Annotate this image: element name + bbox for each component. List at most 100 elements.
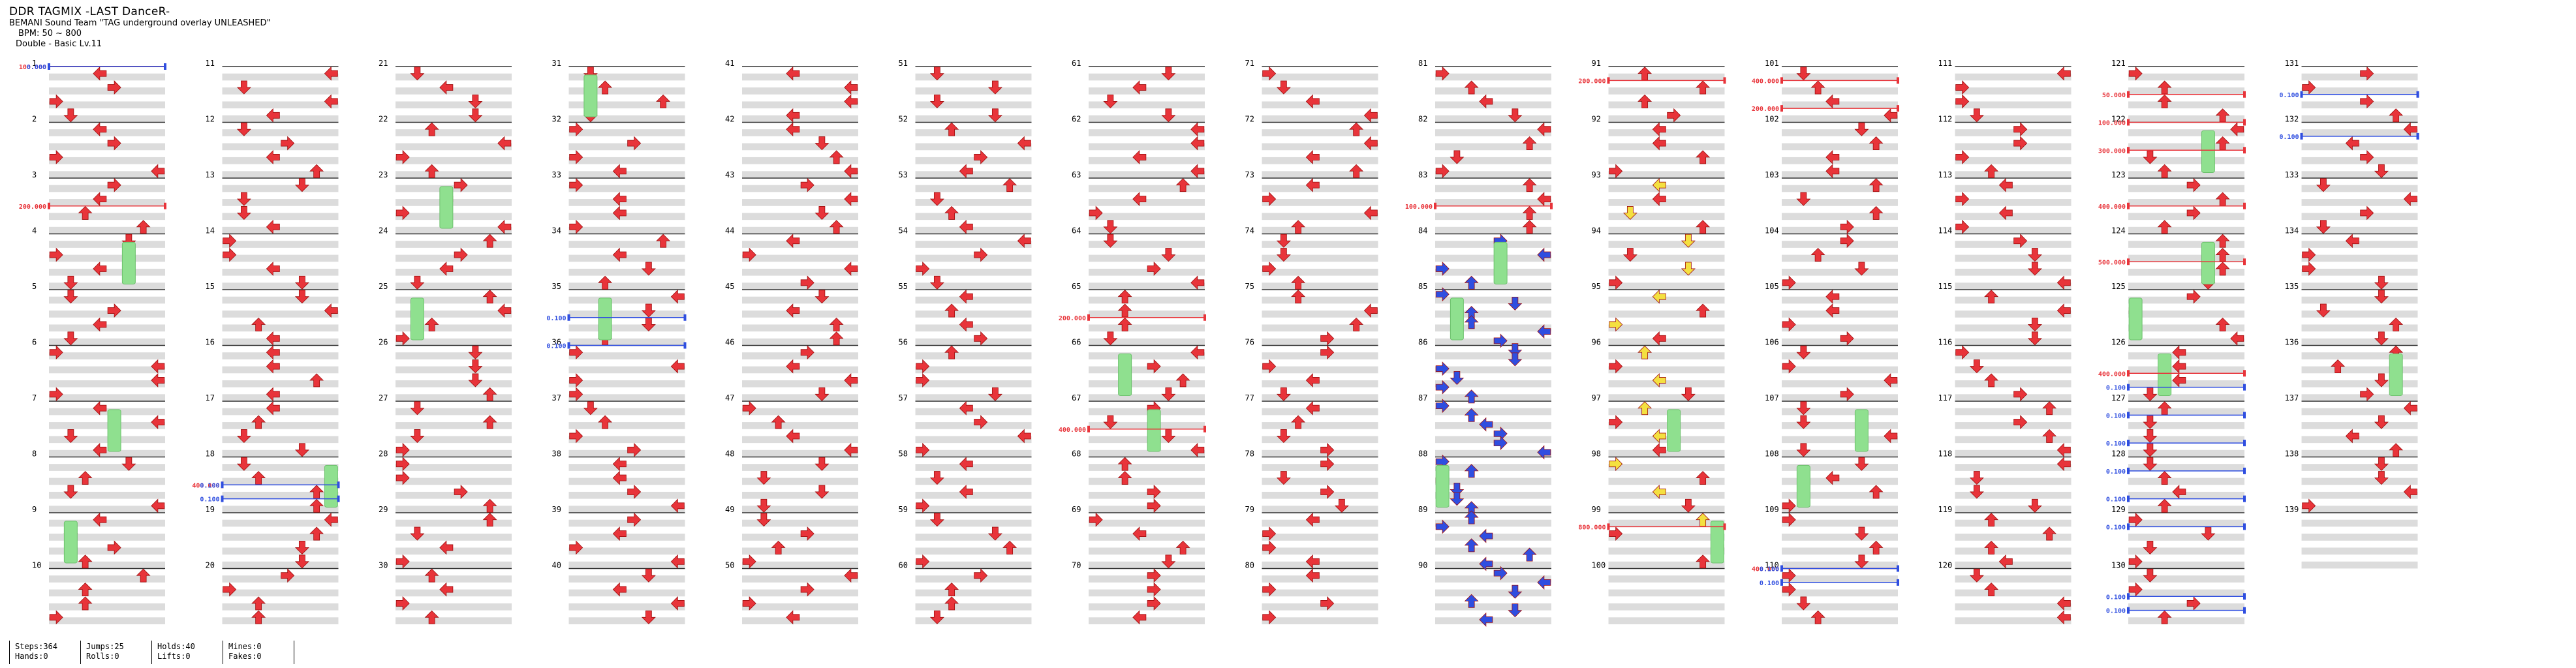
measure: 123 xyxy=(2111,170,2244,234)
arrow-note xyxy=(93,442,107,457)
tempo-marker xyxy=(683,342,687,349)
arrow-note xyxy=(294,443,309,457)
hold-note xyxy=(1118,353,1132,396)
arrow-note xyxy=(439,540,454,555)
arrow-note xyxy=(1147,498,1161,513)
measure-stripe xyxy=(49,519,165,527)
arrow-note xyxy=(756,471,771,485)
measure: 5 xyxy=(32,282,165,346)
arrow-note xyxy=(1854,122,1869,136)
measure-stripe xyxy=(49,129,165,136)
arrow-note xyxy=(1262,526,1277,541)
arrow-note xyxy=(1537,192,1551,207)
measure-stripe xyxy=(915,87,1032,95)
measure-stripe xyxy=(1089,394,1205,401)
measure-stripe xyxy=(742,324,858,332)
arrow-note xyxy=(78,205,93,220)
measure-stripe xyxy=(2128,143,2244,151)
measure-number: 18 xyxy=(206,449,215,459)
measure-stripe xyxy=(1782,268,1898,276)
arrow-note xyxy=(439,261,454,276)
measure-number: 76 xyxy=(1245,338,1254,347)
measure: 26 xyxy=(379,338,512,401)
measure-stripe xyxy=(396,101,512,109)
arrow-note xyxy=(468,373,483,387)
measure-number: 138 xyxy=(2285,449,2299,459)
measure-stripe xyxy=(2301,519,2418,527)
tempo-marker xyxy=(2300,91,2303,98)
measure-stripe xyxy=(1955,352,2072,359)
measure-stripe xyxy=(2301,87,2418,95)
arrow-note xyxy=(1681,498,1696,513)
measure-stripe xyxy=(742,115,858,123)
measure-stripe xyxy=(742,311,858,318)
measure-stripe xyxy=(1782,506,1898,513)
measure-stripe xyxy=(1608,352,1725,359)
tempo-marker xyxy=(2127,202,2130,209)
measure-stripe xyxy=(396,226,512,234)
arrow-note xyxy=(1681,262,1696,276)
arrow-note xyxy=(49,345,63,360)
measure-stripe xyxy=(1262,226,1378,234)
measure-stripe xyxy=(2301,436,2418,444)
arrow-note xyxy=(1825,470,1840,485)
arrow-note xyxy=(2042,526,2057,541)
measure-stripe xyxy=(1955,185,2072,192)
measure-stripe xyxy=(2301,143,2418,151)
measure-stripe xyxy=(2301,311,2418,318)
measure-stripe xyxy=(396,422,512,429)
tempo-marker xyxy=(2127,147,2130,154)
tempo-marker xyxy=(2243,440,2246,447)
measure-stripe xyxy=(49,324,165,332)
measure-stripe xyxy=(1608,603,1725,611)
measure: 64 xyxy=(1072,226,1205,290)
measure-stripe xyxy=(1435,185,1551,192)
measure-stripe xyxy=(49,547,165,555)
arrow-note xyxy=(1132,610,1147,625)
arrow-note xyxy=(844,164,858,179)
measure-number: 129 xyxy=(2111,505,2126,514)
measure-number: 88 xyxy=(1418,449,1427,459)
arrow-note xyxy=(627,484,642,499)
arrow-note xyxy=(107,80,121,95)
arrow-note xyxy=(1869,485,1884,499)
arrow-note xyxy=(324,303,338,318)
measure-stripe xyxy=(2128,603,2244,611)
measure-stripe xyxy=(49,213,165,220)
measure-stripe xyxy=(1608,282,1725,290)
stop-label: 0.100 xyxy=(2106,594,2126,601)
measure-stripe xyxy=(49,422,165,429)
measure-stripe xyxy=(2128,464,2244,471)
measure-number: 128 xyxy=(2111,449,2126,459)
arrow-note xyxy=(1117,317,1132,331)
measure-stripe xyxy=(1435,268,1551,276)
measure: 126 xyxy=(2111,338,2244,401)
arrow-note xyxy=(2128,582,2143,597)
arrow-note xyxy=(2143,150,2158,164)
measure-number: 122 xyxy=(2111,115,2126,124)
step-chart: 1234567891011121314151617181920212223242… xyxy=(19,59,2419,627)
arrow-note xyxy=(1984,513,1999,527)
arrow-note xyxy=(929,67,944,81)
measure-number: 86 xyxy=(1418,338,1427,347)
measure-stripe xyxy=(1435,241,1551,248)
measure: 134 xyxy=(2285,226,2418,290)
arrow-note xyxy=(294,541,309,555)
arrow-note xyxy=(598,415,613,429)
arrow-note xyxy=(294,290,309,304)
arrow-note xyxy=(107,136,121,151)
song-title: DDR TAGMIX -LAST DanceR- xyxy=(9,5,170,18)
measure-stripe xyxy=(2301,226,2418,234)
measure: 33 xyxy=(552,170,685,234)
arrow-note xyxy=(1305,401,1320,416)
arrow-note xyxy=(916,498,930,513)
arrow-note xyxy=(916,554,930,569)
arrow-note xyxy=(1147,596,1161,611)
measure-stripe xyxy=(222,449,339,457)
measure-stripe xyxy=(49,87,165,95)
arrow-note xyxy=(151,164,165,179)
measure-stripe xyxy=(222,506,339,513)
measure: 54 xyxy=(899,226,1032,290)
measure-stripe xyxy=(2128,422,2244,429)
measure-stripe xyxy=(1782,366,1898,374)
